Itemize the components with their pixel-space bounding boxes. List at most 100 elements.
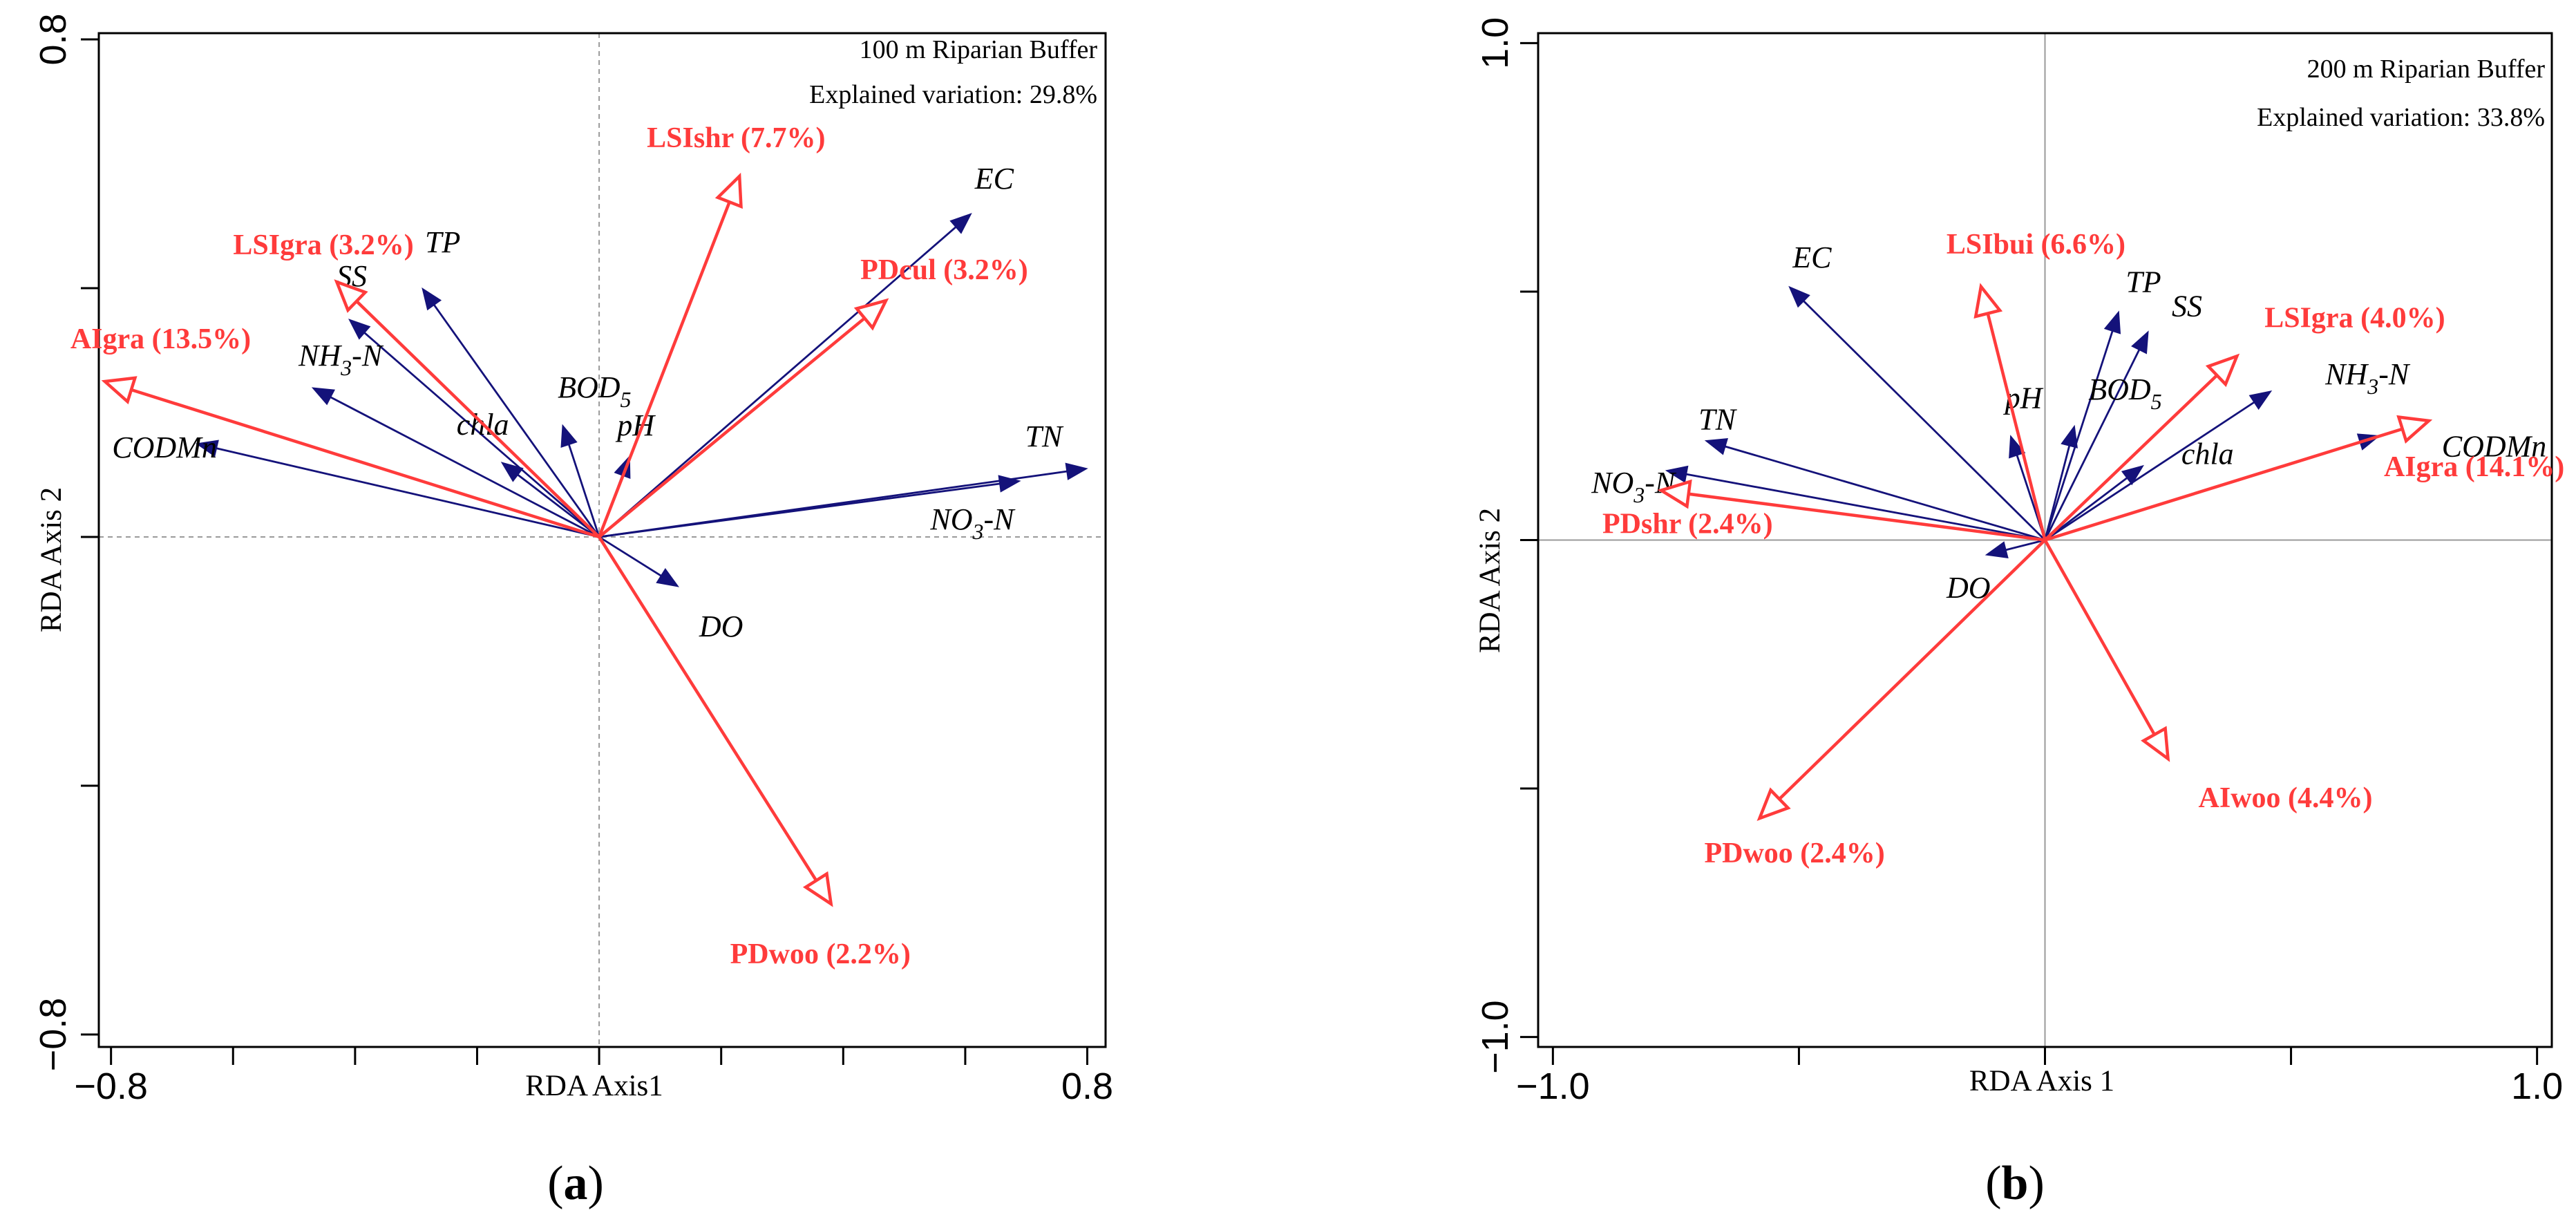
y-tick-label: 1.0 [1475, 17, 1516, 69]
vector-pdshr-2-4: PDshr (2.4%) [1602, 479, 2045, 542]
y-tick-label: −1.0 [1475, 1000, 1516, 1074]
arrow-ec [1803, 300, 2046, 541]
vector-bod5: BOD5 [558, 370, 632, 538]
arrow-ec [598, 226, 957, 538]
vector-do: DO [1946, 539, 2045, 605]
rda-panel-b: −1.0 1.0 −1.0 1.0 RDA Axis 1 RDA Axis 2 200 m … [1474, 17, 2564, 1107]
label-nh3-n: NH3-N [298, 339, 384, 380]
arrow-tp [433, 304, 600, 538]
panel-label: (a) [547, 1157, 604, 1210]
vector-aigra-13-5: AIgra (13.5%) [70, 323, 600, 539]
arrow-ss [2044, 349, 2140, 541]
label-aigra-13-5: AIgra (13.5%) [70, 323, 251, 355]
vector-ec: EC [1788, 240, 2046, 541]
label-tp: TP [2125, 265, 2161, 299]
label-no3-n: NO3-N [929, 502, 1016, 544]
arrow-aigra-13-5 [131, 388, 600, 539]
label-lsishr-7-7: LSIshr (7.7%) [647, 122, 825, 154]
buffer-title: 200 m Riparian Buffer [2307, 55, 2546, 84]
vector-pdwoo-2-2: PDwoo (2.2%) [598, 536, 911, 970]
vector-chla: chla [2044, 437, 2234, 541]
arrow-chla [2044, 477, 2128, 541]
label-pdcul-3-2: PDcul (3.2%) [860, 254, 1028, 286]
vector-lsishr-7-7: LSIshr (7.7%) [597, 122, 825, 538]
vector-bod5: BOD5 [2044, 372, 2162, 540]
arrow-lsigra-3-2 [355, 300, 600, 538]
plot-frame [97, 32, 1107, 1048]
label-nh3-n: NH3-N [2324, 357, 2411, 399]
label-lsibui-6-6: LSIbui (6.6%) [1947, 229, 2125, 261]
arrow-tp [2044, 330, 2114, 540]
y-tick-label: 0.8 [32, 13, 74, 65]
arrow-pdshr-2-4 [1688, 492, 2045, 542]
label-bod5: BOD5 [558, 370, 631, 412]
vector-ec: EC [598, 162, 1014, 538]
x-tick-label: 1.0 [2511, 1066, 2563, 1107]
label-tn: TN [1025, 419, 1064, 453]
y-axis-title: RDA Axis 2 [35, 487, 68, 632]
vector-chla: chla [457, 408, 600, 538]
x-tick-label: −1.0 [1516, 1066, 1590, 1107]
label-ec: EC [974, 162, 1014, 196]
vector-do: DO [598, 536, 744, 643]
label-ss: SS [2172, 289, 2202, 323]
arrow-nh3-n [2044, 402, 2255, 541]
vector-lsigra-4-0: LSIgra (4.0%) [2043, 302, 2445, 542]
arrow-lsibui-6-6 [1986, 312, 2047, 541]
vector-pdcul-3-2: PDcul (3.2%) [598, 254, 1028, 538]
y-axis-title: RDA Axis 2 [1474, 508, 1506, 653]
vector-nh3-n: NH3-N [298, 339, 600, 538]
arrow-ss [363, 332, 600, 538]
vector-lsigra-3-2: LSIgra (3.2%) [233, 229, 600, 538]
label-lsigra-3-2: LSIgra (3.2%) [233, 229, 413, 261]
label-ec: EC [1792, 240, 1832, 274]
vector-pdwoo-2-4: PDwoo (2.4%) [1704, 538, 2047, 869]
explained-variation: Explained variation: 29.8% [809, 80, 1097, 109]
rda-panel-a: −0.8 0.8 −0.8 0.8 RDA Axis1 RDA Axis 2 100 m R… [32, 13, 1113, 1107]
vector-aiwoo-4-4: AIwoo (4.4%) [2043, 539, 2373, 814]
arrow-codmn [216, 447, 600, 538]
arrow-no3-n [598, 482, 1000, 538]
arrow-pdcul-3-2 [598, 317, 866, 538]
label-tn: TN [1698, 403, 1737, 437]
x-axis-title: RDA Axis 1 [1969, 1065, 2114, 1097]
label-lsigra-4-0: LSIgra (4.0%) [2264, 302, 2445, 334]
vector-tn: TN [1698, 403, 2045, 541]
arrow-no3-n [1686, 473, 2045, 541]
label-ph: pH [615, 408, 656, 442]
arrow-aigra-14-1 [2044, 427, 2403, 542]
label-codmn: CODMn [2442, 429, 2547, 463]
vector-codmn: CODMn [2045, 429, 2547, 541]
label-no3-n: NO3-N [1591, 466, 1677, 507]
arrow-bod5 [568, 444, 600, 538]
x-tick-label: 0.8 [1061, 1066, 1113, 1107]
label-tp: TP [425, 225, 460, 259]
label-codmn: CODMn [112, 431, 217, 464]
arrow-do [2005, 539, 2045, 551]
vector-lsibui-6-6: LSIbui (6.6%) [1947, 229, 2125, 541]
panel-label: (b) [1985, 1157, 2045, 1210]
arrow-tn [1725, 445, 2045, 541]
y-tick-label: −0.8 [32, 998, 74, 1072]
arrow-do [598, 536, 662, 577]
arrow-lsishr-7-7 [597, 201, 731, 538]
buffer-title: 100 m Riparian Buffer [860, 35, 1098, 64]
label-pdwoo-2-2: PDwoo (2.2%) [730, 938, 911, 970]
x-tick-label: −0.8 [74, 1066, 148, 1107]
arrow-bod5 [2044, 445, 2071, 540]
arrow-lsigra-4-0 [2043, 374, 2218, 542]
label-do: DO [699, 610, 744, 643]
vector-tp: TP [422, 225, 600, 538]
vector-codmn: CODMn [112, 431, 600, 538]
arrow-pdwoo-2-2 [598, 536, 818, 882]
arrow-pdwoo-2-4 [1778, 538, 2047, 800]
label-pdshr-2-4: PDshr (2.4%) [1602, 509, 1773, 540]
explained-variation: Explained variation: 33.8% [2257, 103, 2545, 132]
x-axis-title: RDA Axis1 [525, 1070, 663, 1102]
label-bod5: BOD5 [2088, 372, 2161, 414]
label-aiwoo-4-4: AIwoo (4.4%) [2199, 782, 2373, 814]
label-chla: chla [2181, 437, 2234, 471]
arrow-chla [517, 474, 600, 538]
label-pdwoo-2-4: PDwoo (2.4%) [1704, 838, 1884, 869]
